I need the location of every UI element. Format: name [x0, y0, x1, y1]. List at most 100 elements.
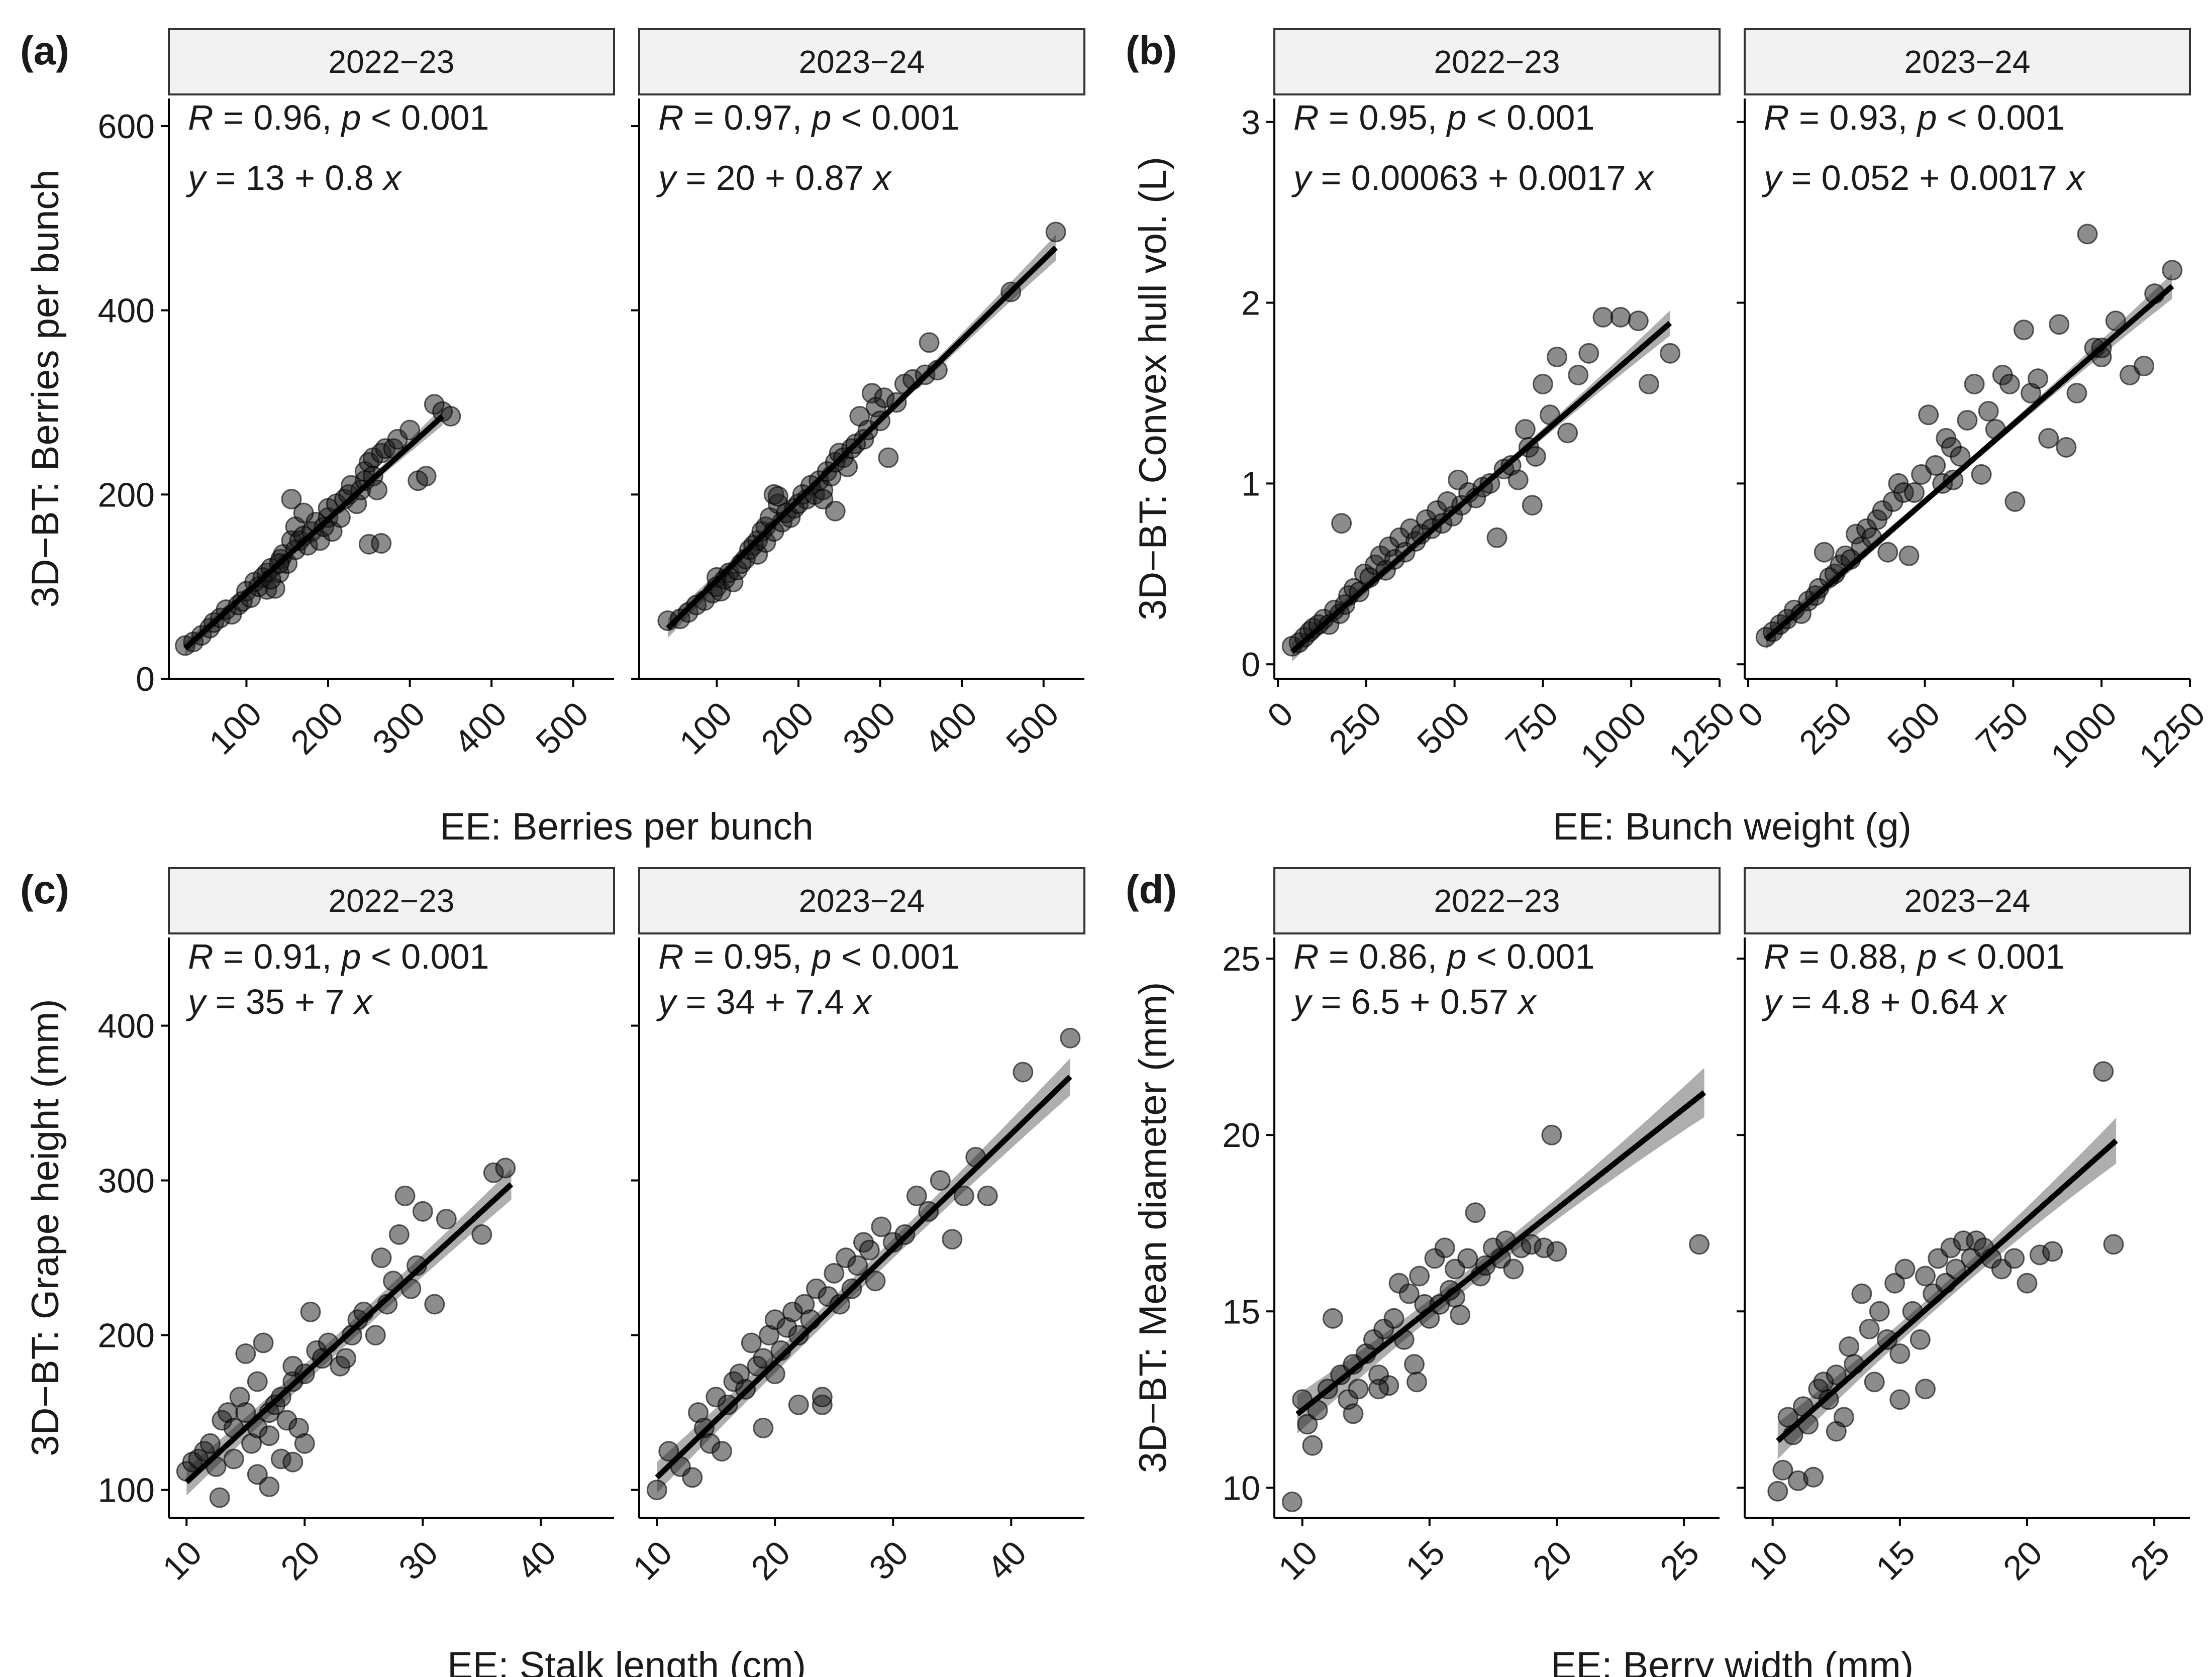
data-point: [1302, 1435, 1323, 1456]
facet-2: 2023−24 10 20 30 40 R = 0.95, p < 0.001 y = 34…: [626, 867, 1085, 1588]
data-point: [977, 1185, 998, 1206]
facet-1: 2022−23 10 15 20 25 10 15 20 25 R = 0.86, p < 0.0…: [1222, 867, 1721, 1588]
facet-2: 2023−24 10 15 20 25 R = 0.88, p < 0.001 y = 4.…: [1737, 867, 2191, 1588]
data-point: [2017, 1273, 2038, 1294]
facet-strip: [1273, 867, 1721, 934]
data-point: [658, 1441, 679, 1462]
facet-strip-label: 2023−24: [799, 883, 925, 919]
data-point: [1638, 374, 1659, 394]
data-point: [1904, 482, 1925, 503]
x-tick-label: 30: [862, 1533, 916, 1587]
panel-d: (d) 3D−BT: Mean diameter (mm) EE: Berry wi…: [1126, 867, 2191, 1677]
data-point: [282, 1451, 304, 1473]
data-point: [1826, 1365, 1847, 1386]
data-point: [247, 1464, 268, 1485]
data-point: [399, 420, 421, 441]
y-tick-label: 0: [1241, 646, 1260, 684]
data-point: [424, 1294, 445, 1315]
data-point: [371, 1247, 392, 1269]
data-point: [2093, 1061, 2114, 1082]
stats-r-p: R = 0.96, p < 0.001: [188, 98, 489, 137]
data-point: [2066, 383, 2087, 403]
x-tick-label: 1250: [1661, 694, 1742, 775]
regression-line: [1776, 1138, 2118, 1443]
data-point: [1915, 1379, 1936, 1400]
y-tick-label: 3: [1241, 103, 1260, 142]
data-point: [2049, 314, 2070, 335]
data-point: [223, 1448, 244, 1470]
facet-strip: [1273, 28, 1721, 95]
x-tick-label: 0: [1731, 694, 1771, 735]
data-point: [788, 1394, 809, 1415]
stats-r-p: R = 0.95, p < 0.001: [658, 937, 959, 976]
data-point: [235, 1343, 256, 1364]
regression-line: [1764, 284, 2174, 642]
data-point: [1457, 1248, 1478, 1269]
data-point: [767, 486, 788, 507]
stats-equation: y = 34 + 7.4 x: [656, 982, 873, 1021]
data-point: [1877, 1329, 1897, 1350]
data-point: [394, 1185, 416, 1206]
data-point: [813, 489, 834, 509]
panel-label: (c): [20, 867, 69, 912]
data-point: [388, 1224, 410, 1245]
x-tick-label: 750: [1969, 694, 2036, 762]
data-point: [871, 1216, 892, 1237]
data-point: [1281, 1491, 1302, 1512]
data-point: [1348, 1379, 1369, 1400]
x-tick-label: 20: [744, 1533, 797, 1587]
stats-equation: y = 6.5 + 0.57 x: [1291, 982, 1538, 1021]
y-axis-title: 3D−BT: Grape height (mm): [24, 999, 67, 1456]
x-tick-label: 25: [2123, 1533, 2177, 1587]
data-point: [1660, 343, 1681, 364]
x-tick-label: 200: [754, 694, 821, 762]
y-tick-label: 1: [1241, 465, 1260, 503]
panel-label: (a): [20, 28, 69, 73]
data-point: [930, 1170, 951, 1191]
facet-strip-label: 2023−24: [1904, 883, 2031, 919]
data-point: [1610, 306, 1631, 328]
data-point: [812, 1387, 833, 1408]
facet-strip: [1744, 28, 2191, 95]
x-tick-label: 250: [1322, 694, 1389, 762]
data-point: [259, 1425, 280, 1446]
data-point: [1331, 513, 1352, 534]
x-tick-label: 300: [836, 694, 903, 762]
data-point: [1814, 542, 1835, 563]
stats-r-p: R = 0.93, p < 0.001: [1764, 98, 2065, 137]
data-point: [1859, 1318, 1880, 1339]
x-tick-label: 500: [1880, 694, 1948, 762]
data-point: [199, 1433, 221, 1454]
data-point: [1772, 1459, 1793, 1481]
data-point: [712, 1441, 732, 1462]
y-tick-label: 600: [98, 108, 155, 146]
stats-equation: y = 13 + 0.8 x: [186, 158, 403, 197]
x-tick-label: 10: [155, 1533, 209, 1587]
data-point: [1486, 527, 1507, 548]
facet-strip-label: 2023−24: [1904, 44, 2031, 80]
data-point: [2077, 224, 2098, 245]
x-tick-label: 400: [917, 694, 984, 762]
x-tick-label: 20: [1526, 1533, 1579, 1587]
data-point: [919, 332, 940, 353]
data-point: [1297, 1414, 1318, 1435]
data-point: [2014, 320, 2034, 341]
data-point: [471, 1224, 492, 1245]
data-point: [1889, 1343, 1911, 1364]
data-point: [2103, 1234, 2124, 1255]
facet-strip-label: 2022−23: [329, 44, 455, 80]
stats-r-p: R = 0.95, p < 0.001: [1293, 98, 1594, 137]
facet-strip: [168, 867, 615, 934]
data-point: [1532, 374, 1553, 394]
x-tick-label: 1000: [2044, 694, 2125, 775]
data-point: [1045, 222, 1066, 243]
data-point: [1689, 1234, 1710, 1255]
x-tick-label: 30: [391, 1533, 445, 1587]
regression-line: [1295, 1090, 1706, 1417]
y-tick-label: 300: [98, 1162, 155, 1200]
data-point: [825, 500, 846, 521]
data-point: [1918, 404, 1939, 426]
data-point: [1515, 419, 1536, 440]
